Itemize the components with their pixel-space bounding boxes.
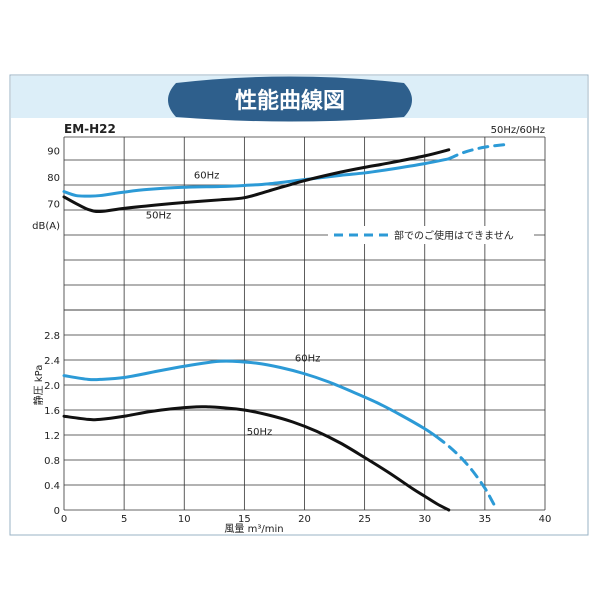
series-line-60hz-solid bbox=[62, 157, 451, 198]
y-tick-label: 0.8 bbox=[44, 456, 60, 467]
x-tick-label: 15 bbox=[238, 514, 251, 525]
noise-series bbox=[62, 142, 511, 214]
x-axis-label: 風量 m³/min bbox=[224, 523, 283, 535]
x-tick-label: 20 bbox=[298, 514, 311, 525]
x-tick-label: 40 bbox=[539, 514, 552, 525]
series-line-60hz-dashed bbox=[447, 142, 511, 161]
x-tick-label: 25 bbox=[358, 514, 371, 525]
series-label: 50Hz bbox=[247, 427, 273, 438]
series-line-50hz-solid bbox=[62, 148, 451, 214]
frequency-note: 50Hz/60Hz bbox=[491, 125, 545, 136]
x-tick-label: 35 bbox=[479, 514, 492, 525]
banner-title: 性能曲線図 bbox=[235, 88, 345, 114]
legend-backdrop bbox=[328, 226, 534, 244]
y-tick-label: 90 bbox=[47, 146, 60, 157]
y-tick-label: 1.6 bbox=[44, 406, 60, 417]
y-axis-label-noise: dB(A) bbox=[32, 221, 60, 232]
x-tick-label: 0 bbox=[61, 514, 67, 525]
axes-text: 70 80 90 60Hz 50Hz 0 0.4 0.8 1.2 1.6 2.0 2.4 2.8 60Hz… bbox=[32, 146, 551, 535]
x-tick-label: 10 bbox=[178, 514, 191, 525]
y-tick-label: 70 bbox=[47, 200, 60, 211]
y-axis-label-pressure: 静圧 kPa bbox=[32, 365, 45, 406]
y-tick-label: 2.4 bbox=[44, 356, 60, 367]
x-tick-label: 5 bbox=[121, 514, 127, 525]
y-tick-label: 1.2 bbox=[44, 431, 60, 442]
series-label: 60Hz bbox=[295, 353, 321, 364]
y-tick-label: 0.4 bbox=[44, 481, 60, 492]
series-line-50hz-solid bbox=[62, 405, 451, 512]
y-tick-label: 2.0 bbox=[44, 381, 60, 392]
x-tick-label: 30 bbox=[418, 514, 431, 525]
y-tick-label: 80 bbox=[47, 173, 60, 184]
series-label: 50Hz bbox=[146, 211, 172, 222]
series-line-60hz-dashed bbox=[435, 435, 499, 512]
series-label: 60Hz bbox=[194, 170, 220, 181]
figure-frame bbox=[9, 74, 589, 536]
y-tick-label: 2.8 bbox=[44, 331, 60, 342]
legend-dashed-label: 部でのご使用はできません bbox=[394, 229, 514, 242]
model-name: EM-H22 bbox=[64, 122, 116, 136]
y-tick-label: 0 bbox=[54, 506, 60, 517]
series-line-60hz-solid bbox=[62, 359, 439, 439]
pressure-series bbox=[62, 359, 499, 512]
title-banner bbox=[168, 76, 412, 122]
